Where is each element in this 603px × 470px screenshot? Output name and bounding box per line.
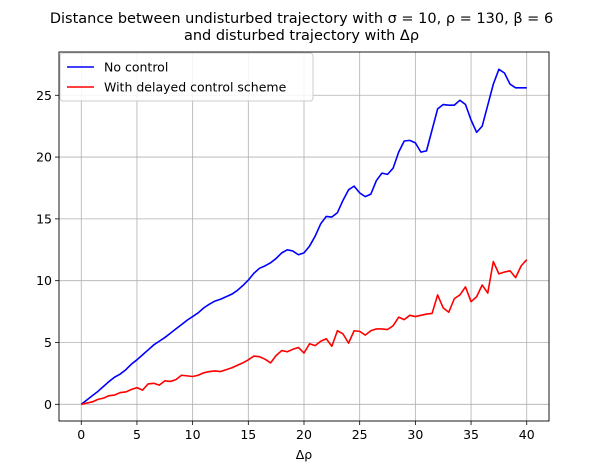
y-tick-label: 10 xyxy=(36,273,52,288)
y-tick-label: 0 xyxy=(44,397,52,412)
x-axis-label: Δρ xyxy=(296,447,313,462)
series-lines xyxy=(80,68,528,406)
legend-box xyxy=(59,52,314,102)
series-line-delayed-control xyxy=(81,259,528,406)
x-tick-label: 30 xyxy=(407,427,423,442)
chart-title-line-2: and disturbed trajectory with Δρ xyxy=(184,28,419,44)
x-tick-label: 35 xyxy=(463,427,479,442)
x-tick-label: 0 xyxy=(77,427,85,442)
axis-ticks: 0 5 10 15 20 25 30 35 40 0 5 10 15 20 25 xyxy=(36,88,535,442)
legend-label-delayed-control: With delayed control scheme xyxy=(104,80,287,95)
x-tick-label: 5 xyxy=(133,427,141,442)
x-tick-label: 25 xyxy=(352,427,368,442)
x-tick-label: 10 xyxy=(185,427,201,442)
y-tick-label: 5 xyxy=(44,335,52,350)
legend-label-no-control: No control xyxy=(104,60,168,75)
series-line-no-control xyxy=(80,68,527,405)
x-tick-label: 20 xyxy=(296,427,312,442)
chart-title-line-1: Distance between undisturbed trajectory … xyxy=(50,11,553,27)
legend: No control With delayed control scheme xyxy=(59,52,314,102)
y-tick-label: 25 xyxy=(36,88,52,103)
y-tick-label: 15 xyxy=(36,211,52,226)
x-tick-label: 40 xyxy=(519,427,535,442)
grid xyxy=(59,52,549,421)
y-tick-label: 20 xyxy=(36,150,52,165)
x-tick-label: 15 xyxy=(240,427,256,442)
